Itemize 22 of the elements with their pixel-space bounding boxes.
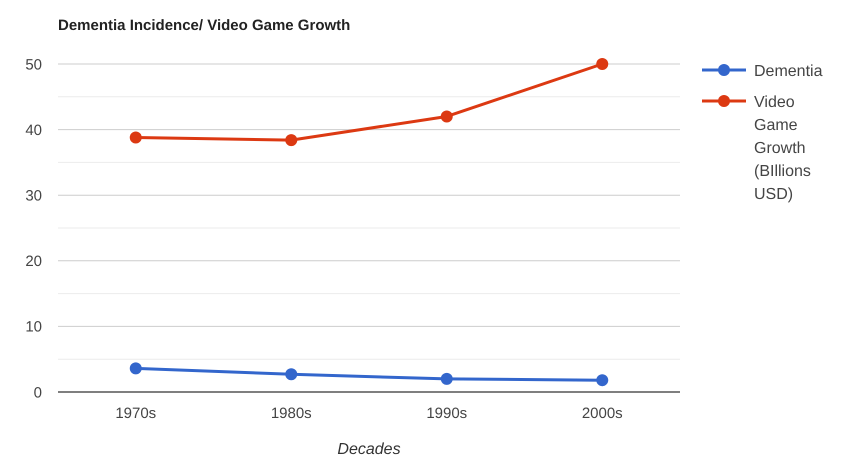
point <box>285 134 298 146</box>
point <box>285 368 298 380</box>
x-tick-label: 1970s <box>115 405 156 422</box>
legend-label: Dementia <box>754 63 823 80</box>
y-tick-label: 20 <box>25 253 42 270</box>
point <box>440 372 453 385</box>
x-tick-label: 1990s <box>426 405 468 422</box>
y-tick-label: 0 <box>34 384 42 402</box>
legend-label: Video Game Growth (BIllions USD) <box>754 94 811 203</box>
point <box>130 362 142 374</box>
point <box>596 374 608 386</box>
y-tick-label: 40 <box>25 122 42 139</box>
point <box>596 58 608 70</box>
y-tick-label: 30 <box>25 187 42 204</box>
y-tick-label: 10 <box>25 318 42 336</box>
y-tick-label: 50 <box>25 56 42 74</box>
chart-title: Dementia Incidence/ Video Game Growth <box>58 17 350 34</box>
x-axis-title: Decades <box>337 441 401 458</box>
x-tick-label: 1980s <box>270 405 312 422</box>
x-tick-label: 2000s <box>582 405 623 422</box>
point <box>440 110 453 122</box>
point <box>130 131 142 144</box>
